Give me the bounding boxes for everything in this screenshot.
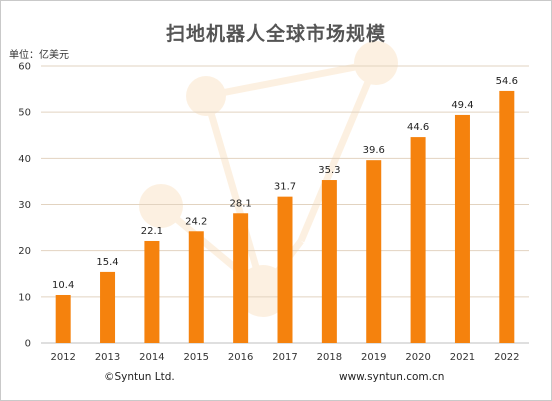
data-label: 39.6: [363, 145, 385, 156]
x-axis-ticks: 2012 2013 2014 2015 2016 2017 2018 2019 2020 2021…: [50, 352, 519, 363]
data-label: 44.6: [407, 122, 429, 133]
y-tick-label: 10: [18, 292, 31, 303]
bar-2012: [55, 294, 71, 343]
y-axis-ticks: 0 10 20 30 40 50 60: [18, 62, 31, 350]
x-tick-label: 2016: [228, 352, 253, 363]
data-label: 35.3: [318, 165, 340, 176]
y-tick-label: 40: [18, 154, 31, 165]
y-tick-label: 0: [25, 339, 31, 350]
data-labels: 10.4 15.4 22.1 24.2 28.1 31.7 35.3 39.6 44.6 49.4…: [52, 76, 518, 291]
bar-2020: [410, 137, 426, 343]
x-tick-label: 2012: [50, 352, 75, 363]
website-text: www.syntun.com.cn: [339, 371, 445, 383]
x-tick-label: 2013: [95, 352, 120, 363]
x-tick-label: 2021: [450, 352, 475, 363]
bar-2018: [321, 180, 337, 343]
x-tick-label: 2014: [139, 352, 164, 363]
bar-2016: [233, 213, 249, 343]
data-label: 10.4: [52, 280, 74, 291]
bar-series: [55, 90, 515, 344]
chart-title: 扫地机器人全球市场规模: [165, 23, 386, 45]
y-tick-label: 20: [18, 246, 31, 257]
bar-2015: [188, 231, 204, 343]
copyright-text: ©Syntun Ltd.: [104, 371, 175, 383]
x-tick-label: 2022: [494, 352, 519, 363]
data-label: 31.7: [274, 182, 296, 193]
data-label: 28.1: [230, 198, 252, 209]
bar-2019: [366, 160, 382, 343]
background-watermark: [139, 41, 398, 317]
bar-2021: [454, 114, 470, 343]
unit-label: 单位：亿美元: [9, 50, 69, 61]
data-label: 49.4: [451, 100, 473, 111]
data-label: 22.1: [141, 226, 163, 237]
bar-2014: [144, 240, 160, 343]
y-tick-label: 50: [18, 108, 31, 119]
y-tick-label: 60: [18, 62, 31, 73]
x-tick-label: 2019: [361, 352, 386, 363]
data-label: 54.6: [496, 76, 518, 87]
data-label: 15.4: [96, 257, 118, 268]
x-tick-label: 2018: [317, 352, 342, 363]
x-tick-label: 2017: [272, 352, 297, 363]
x-tick-label: 2015: [184, 352, 209, 363]
bar-2017: [277, 196, 293, 343]
bar-2013: [100, 271, 116, 343]
bar-2022: [499, 90, 515, 344]
x-tick-label: 2020: [405, 352, 430, 363]
data-label: 24.2: [185, 216, 207, 227]
y-tick-label: 30: [18, 200, 31, 211]
